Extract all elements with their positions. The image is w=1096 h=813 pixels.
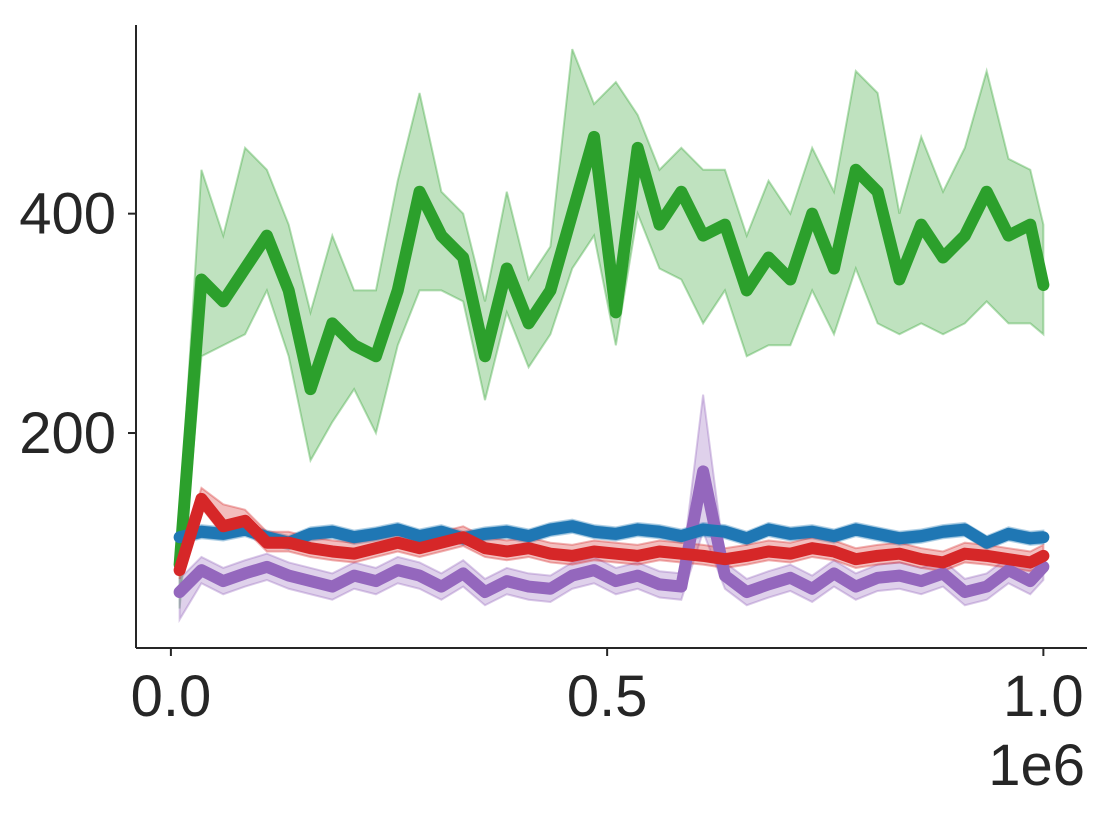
y-tick-label: 400 <box>19 182 116 247</box>
series-line <box>173 492 1050 577</box>
x-tick-label: 0.0 <box>131 664 212 729</box>
series-line <box>173 130 1050 571</box>
confidence-band <box>178 394 1045 624</box>
series-line <box>173 520 1050 549</box>
series-line <box>173 465 1050 599</box>
x-tick-label: 0.5 <box>567 664 648 729</box>
x-tick-label: 1.0 <box>1003 664 1084 729</box>
x-offset-label: 1e6 <box>988 733 1085 798</box>
y-tick-label: 200 <box>19 401 116 466</box>
confidence-band <box>178 48 1045 609</box>
